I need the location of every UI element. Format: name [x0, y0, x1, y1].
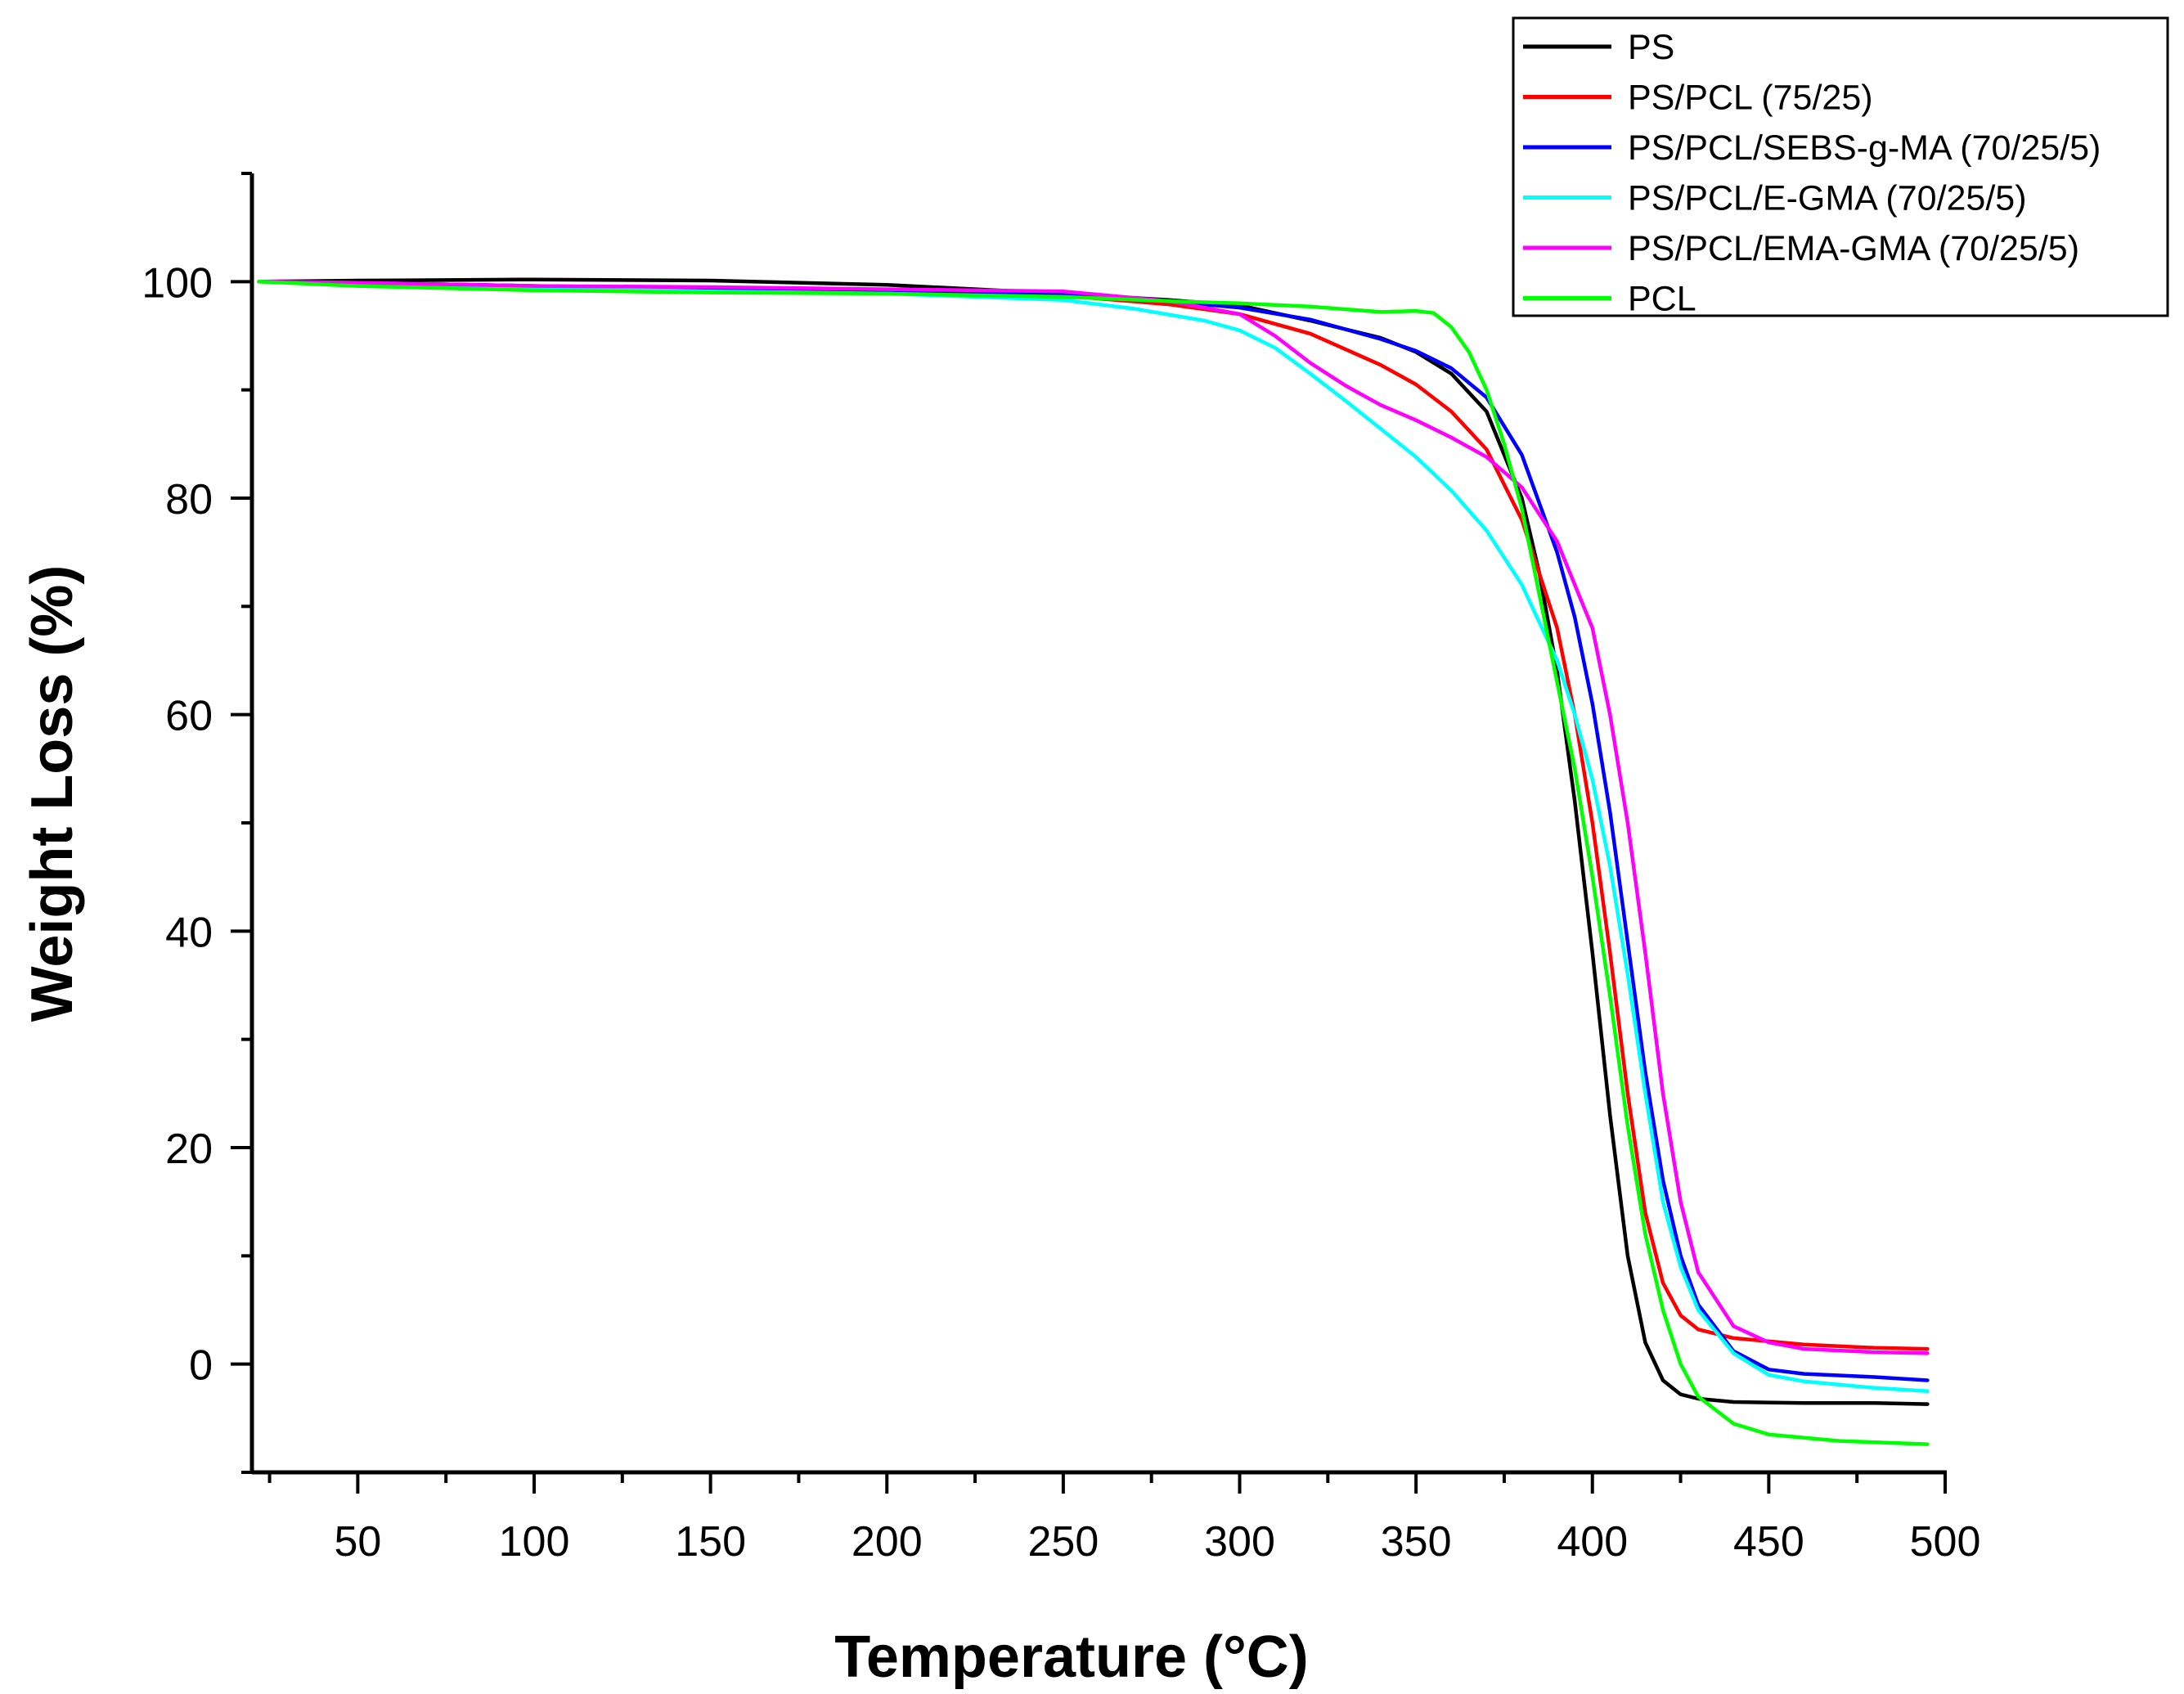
y-axis-title: Weight Loss (%): [20, 565, 85, 1022]
y-tick-label: 40: [165, 909, 213, 956]
legend-label: PS/PCL/E-GMA (70/25/5): [1628, 179, 2027, 218]
series-line: [257, 280, 1930, 1382]
series-line: [257, 280, 1930, 1355]
x-tick-label: 200: [852, 1518, 923, 1566]
x-tick-label: 450: [1733, 1518, 1804, 1566]
legend-label: PS/PCL/EMA-GMA (70/25/5): [1628, 229, 2079, 268]
x-tick-label: 500: [1910, 1518, 1981, 1566]
y-tick-label: 100: [142, 259, 213, 307]
y-tick-label: 80: [165, 476, 213, 523]
y-tick-label: 60: [165, 693, 213, 740]
x-tick-label: 250: [1027, 1518, 1099, 1566]
y-ticks: 0 20 40 60 80 100: [142, 172, 252, 1474]
x-tick-label: 350: [1381, 1518, 1452, 1566]
x-tick-label: 300: [1204, 1518, 1275, 1566]
legend-box: [1512, 16, 2169, 317]
axes: 50 100 150 200 250 300 350 400 450 500 0 20 40 60 80 1…: [142, 172, 1981, 1566]
series-line: [257, 280, 1930, 1446]
y-tick-label: 0: [189, 1342, 213, 1390]
legend-label: PCL: [1628, 280, 1696, 319]
legend-label: PS/PCL (75/25): [1628, 79, 1873, 118]
plot-lines: [257, 277, 1930, 1446]
legend-label: PS: [1628, 28, 1674, 67]
legend: PS PS/PCL (75/25) PS/PCL/SEBS-g-MA (70/25/…: [1512, 16, 2169, 319]
x-tick-label: 400: [1557, 1518, 1628, 1566]
x-tick-label: 150: [675, 1518, 746, 1566]
y-tick-label: 20: [165, 1126, 213, 1173]
x-tick-label: 100: [499, 1518, 570, 1566]
series-line: [257, 280, 1930, 1394]
legend-items: PS PS/PCL (75/25) PS/PCL/SEBS-g-MA (70/25/…: [1523, 28, 2101, 319]
x-tick-label: 50: [334, 1518, 381, 1566]
legend-label: PS/PCL/SEBS-g-MA (70/25/5): [1628, 128, 2101, 168]
x-ticks: 50 100 150 200 250 300 350 400 450 500: [267, 1472, 1981, 1566]
x-axis-title: Temperature (°C): [834, 1624, 1309, 1690]
